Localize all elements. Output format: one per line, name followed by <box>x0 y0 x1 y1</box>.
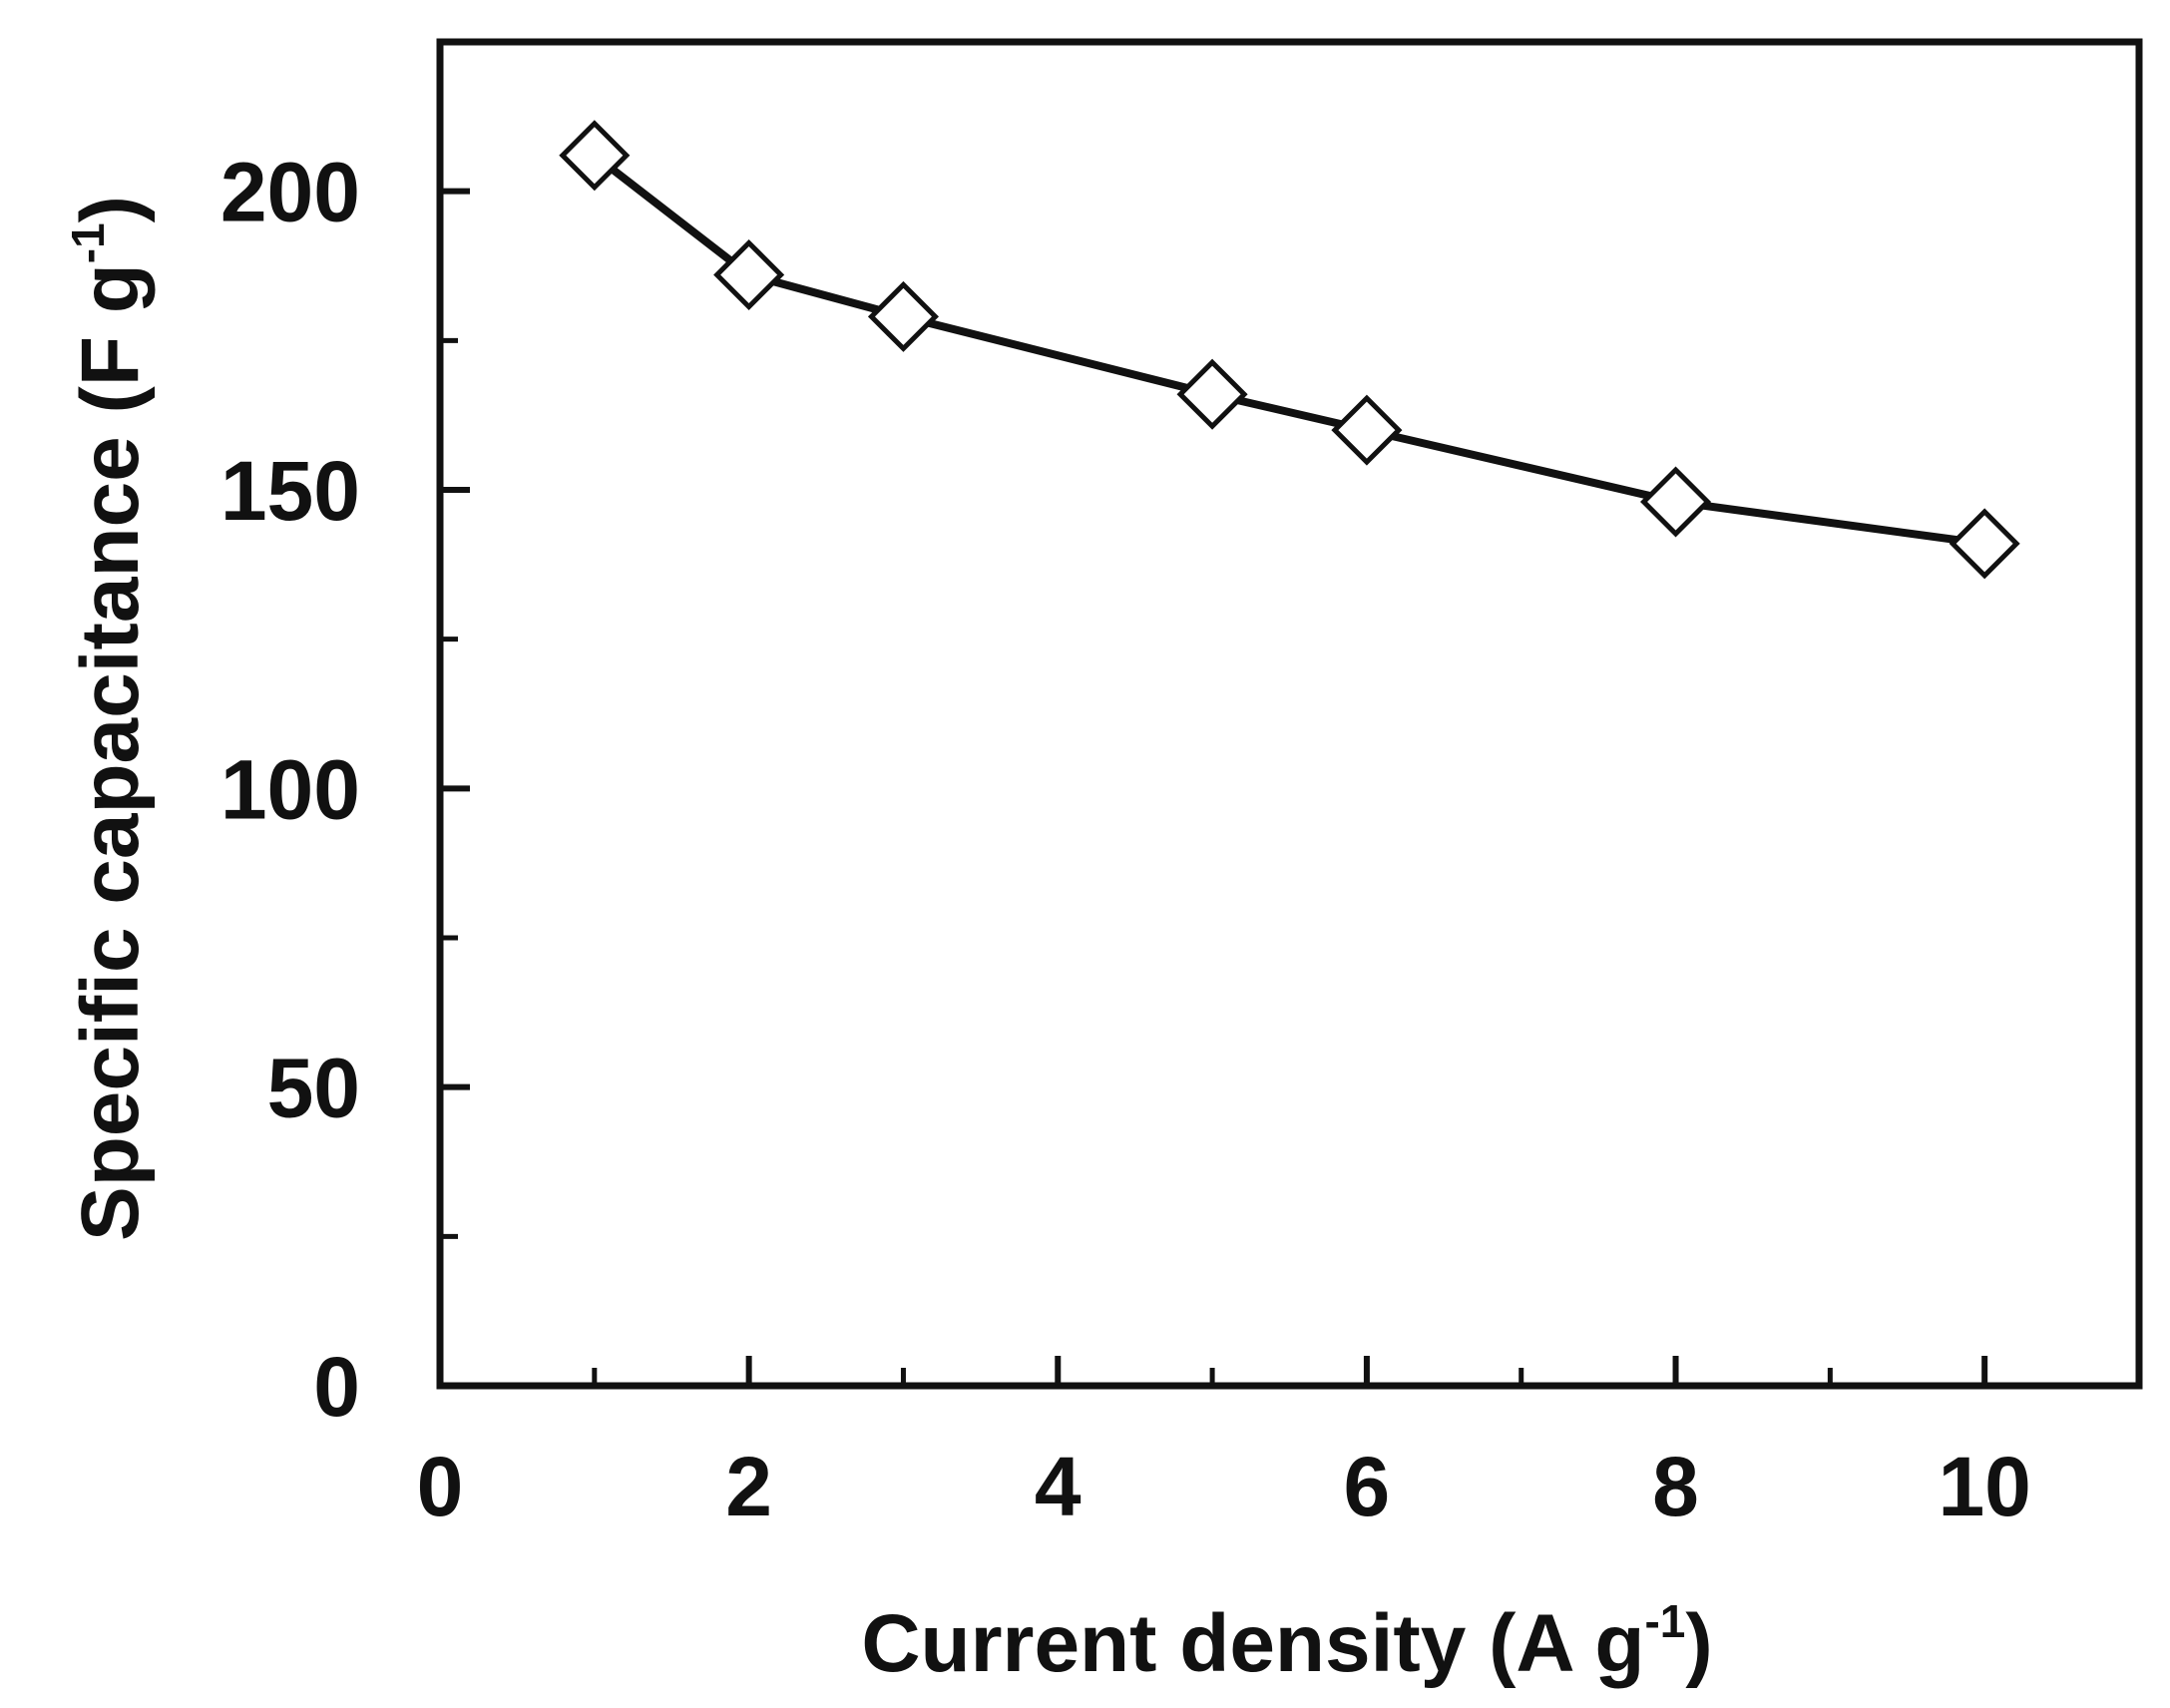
x-tick-label: 8 <box>1652 1440 1699 1533</box>
data-point-diamond <box>1949 508 2020 580</box>
x-tick-label: 2 <box>725 1440 772 1533</box>
data-point-diamond <box>1331 394 1403 466</box>
data-point-diamond <box>1640 466 1712 538</box>
y-tick-label: 200 <box>220 146 360 239</box>
x-tick-label: 0 <box>417 1440 464 1533</box>
x-tick-labels: 0 2 4 6 8 10 <box>417 1440 2031 1533</box>
axis-ticks <box>437 188 1988 1389</box>
series-polyline <box>592 152 1985 548</box>
data-point-diamond <box>867 280 939 352</box>
x-tick-label: 6 <box>1344 1440 1391 1533</box>
plot-frame <box>436 38 2143 1390</box>
x-tick-label: 10 <box>1938 1440 2030 1533</box>
y-tick-label: 100 <box>220 742 360 836</box>
x-tick-label: 4 <box>1035 1440 1082 1533</box>
y-tick-labels: 0 50 100 150 200 <box>220 146 360 1434</box>
x-axis-title: Current density (A g-1) <box>861 1595 1712 1689</box>
y-tick-label: 50 <box>267 1042 360 1135</box>
data-point-diamond <box>713 238 785 311</box>
y-axis-title: Specific capacitance (F g-1) <box>62 196 156 1241</box>
data-point-diamond <box>1176 358 1248 430</box>
series-line <box>592 152 1985 548</box>
series-markers <box>559 120 2020 580</box>
data-point-diamond <box>559 120 631 192</box>
y-tick-label: 0 <box>313 1340 360 1434</box>
y-tick-label: 150 <box>220 444 360 538</box>
